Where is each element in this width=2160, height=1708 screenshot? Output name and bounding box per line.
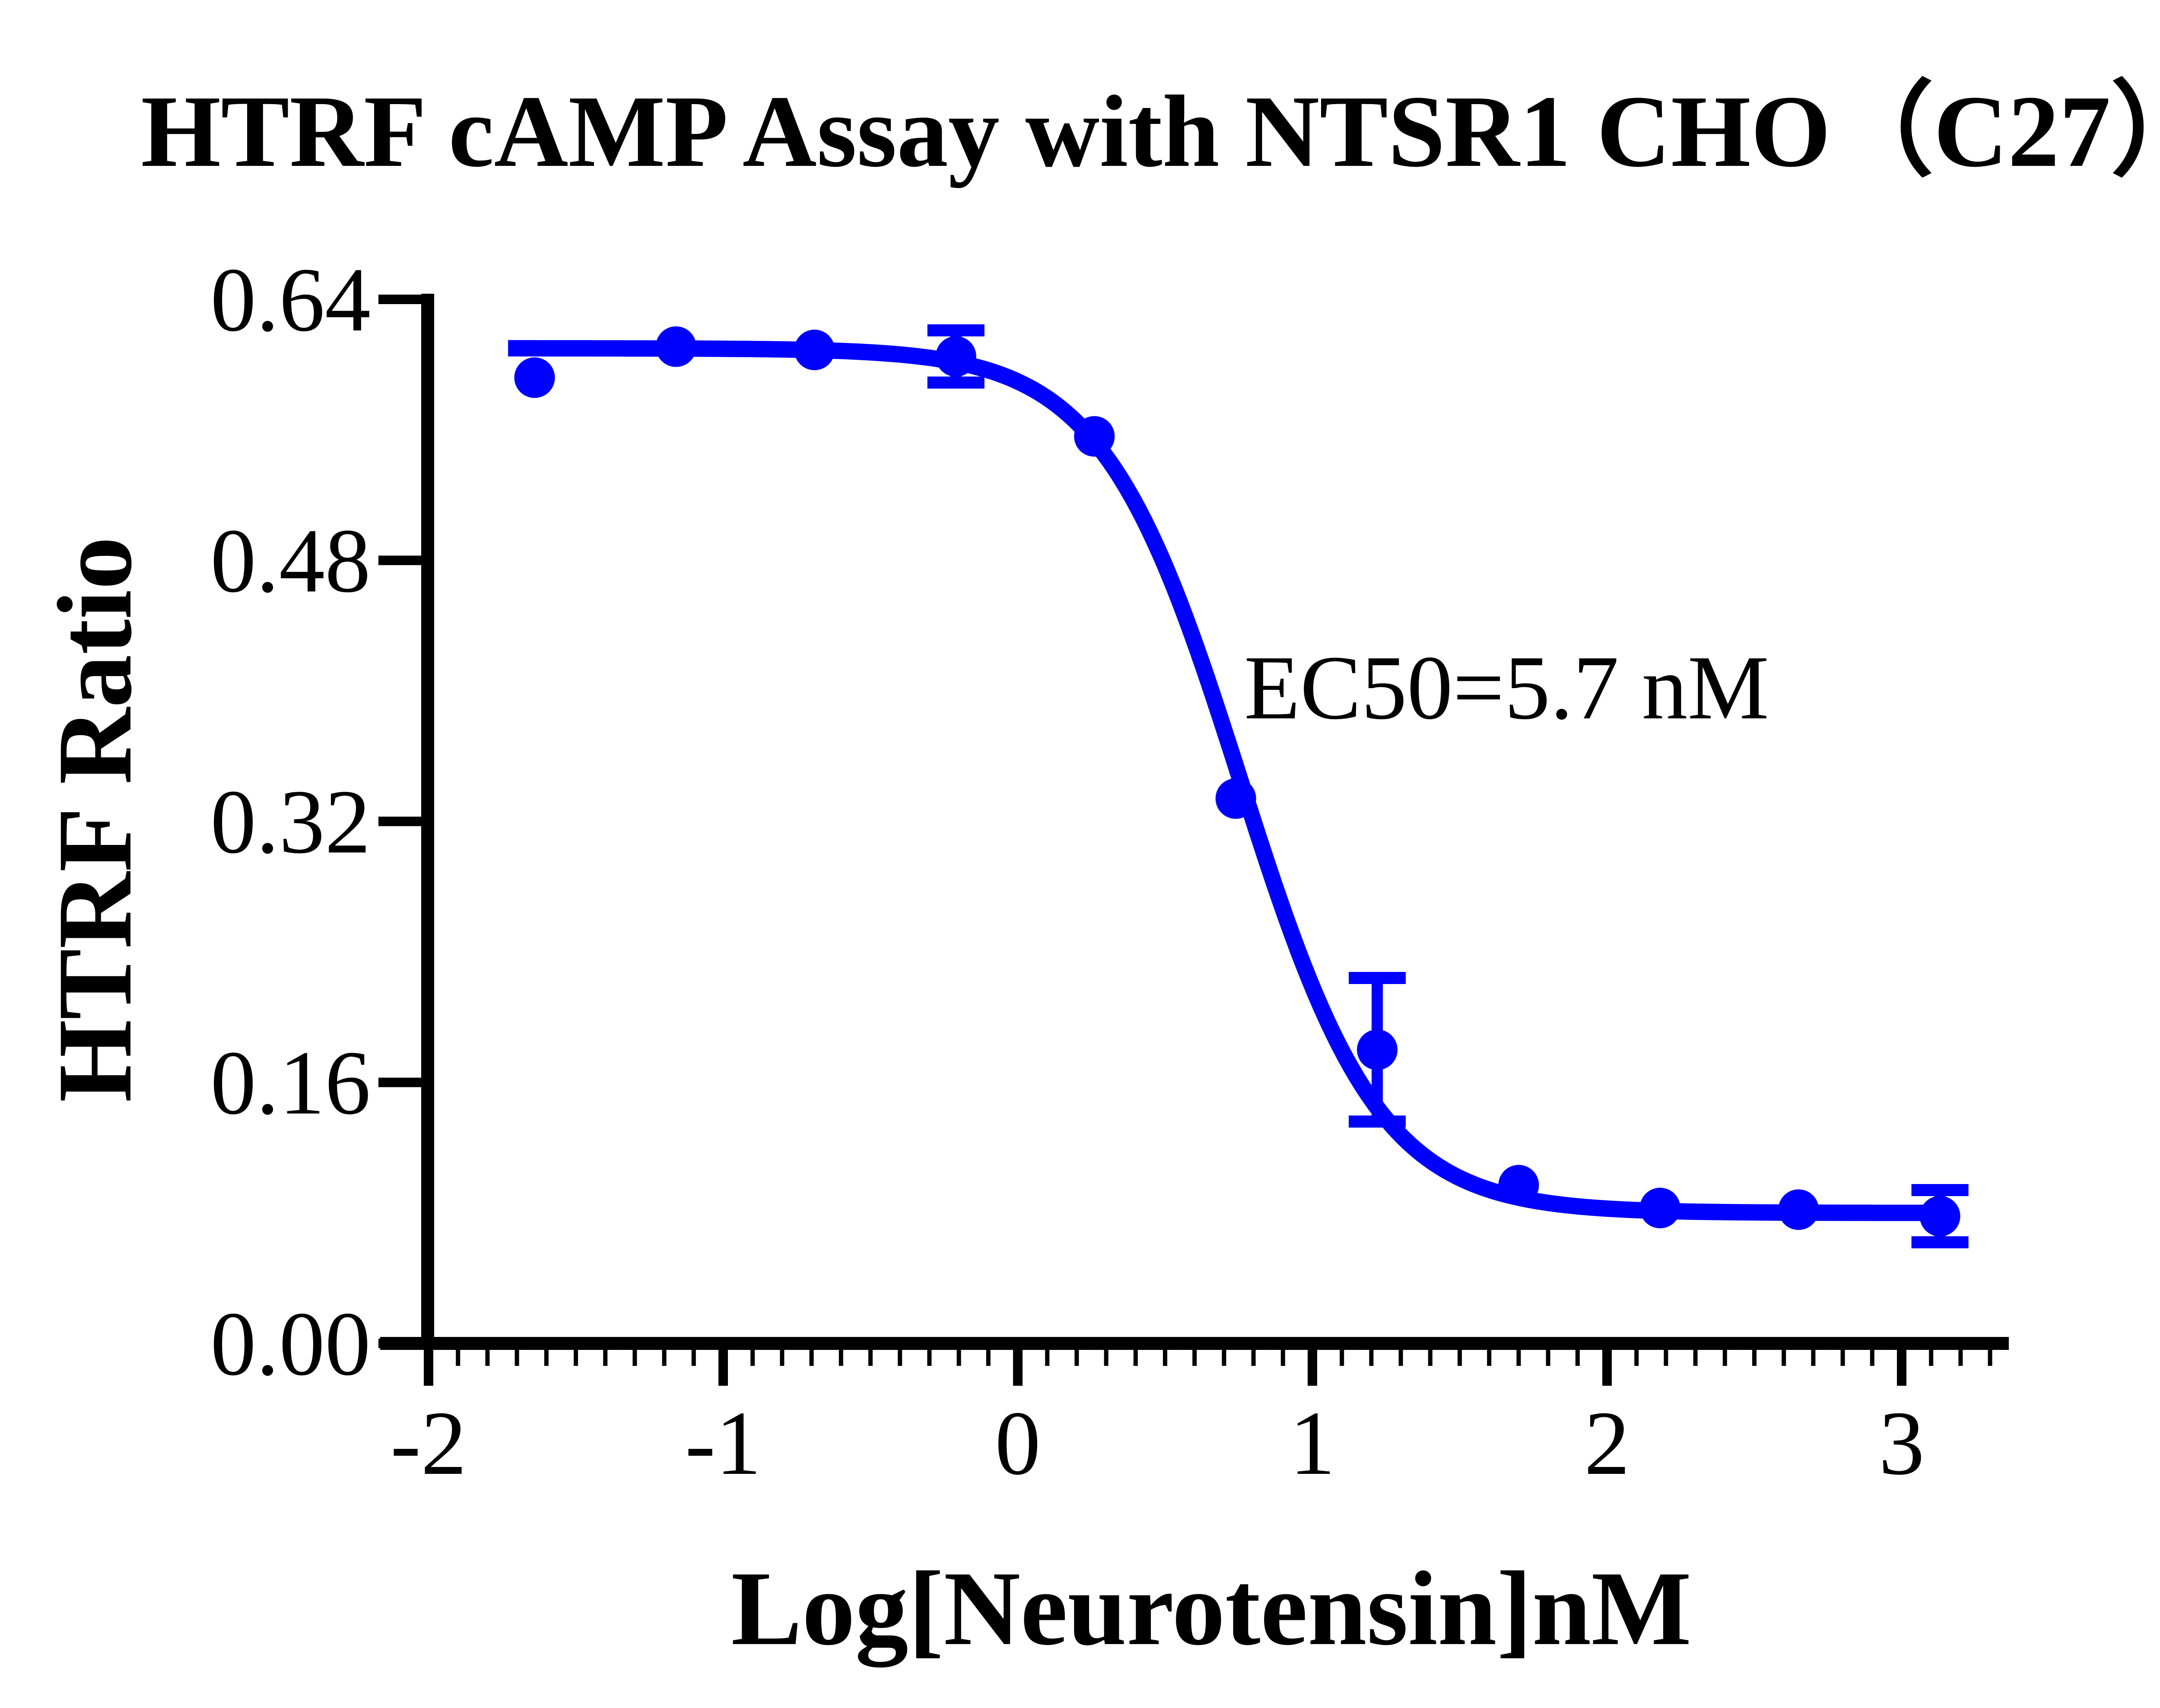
x-tick-label: -1	[685, 1392, 762, 1494]
y-tick-label: 0.16	[210, 1032, 371, 1133]
x-tick-label: 0	[995, 1392, 1041, 1494]
y-axis-label: HTRF Ratio	[36, 537, 154, 1102]
x-tick-label: 3	[1879, 1392, 1925, 1494]
chart-title: HTRF cAMP Assay with NTSR1 CHO（C27）	[141, 75, 2160, 188]
x-tick-label: 2	[1584, 1392, 1630, 1494]
data-point-marker	[1919, 1196, 1960, 1237]
x-tick-label: -2	[391, 1392, 467, 1494]
y-tick-label: 0.64	[210, 249, 371, 350]
ec50-annotation: EC50=5.7 nM	[1244, 637, 1769, 738]
x-tick-label: 1	[1290, 1392, 1335, 1494]
data-point-marker	[1215, 778, 1256, 819]
data-point-marker	[655, 326, 696, 367]
axes-layer: 0.00 0.16 0.32 0.48 0.64 -2 -1 0 1 2 3	[210, 249, 2009, 1494]
data-point-marker	[794, 330, 835, 371]
series-layer	[508, 324, 1969, 1248]
data-point-marker	[935, 336, 976, 377]
y-tick-label: 0.48	[210, 510, 371, 611]
x-axis-label: Log[Neurotensin]nM	[731, 1550, 1691, 1667]
y-tick-label: 0.32	[210, 771, 371, 872]
data-point-marker	[1498, 1165, 1539, 1206]
data-point-marker	[1639, 1187, 1680, 1229]
fit-curve	[508, 340, 1946, 1221]
data-point-marker	[1074, 416, 1115, 457]
y-tick-label: 0.00	[210, 1293, 371, 1394]
data-point-marker	[1778, 1189, 1819, 1230]
data-point-marker	[514, 357, 555, 398]
data-point-marker	[1357, 1029, 1398, 1070]
